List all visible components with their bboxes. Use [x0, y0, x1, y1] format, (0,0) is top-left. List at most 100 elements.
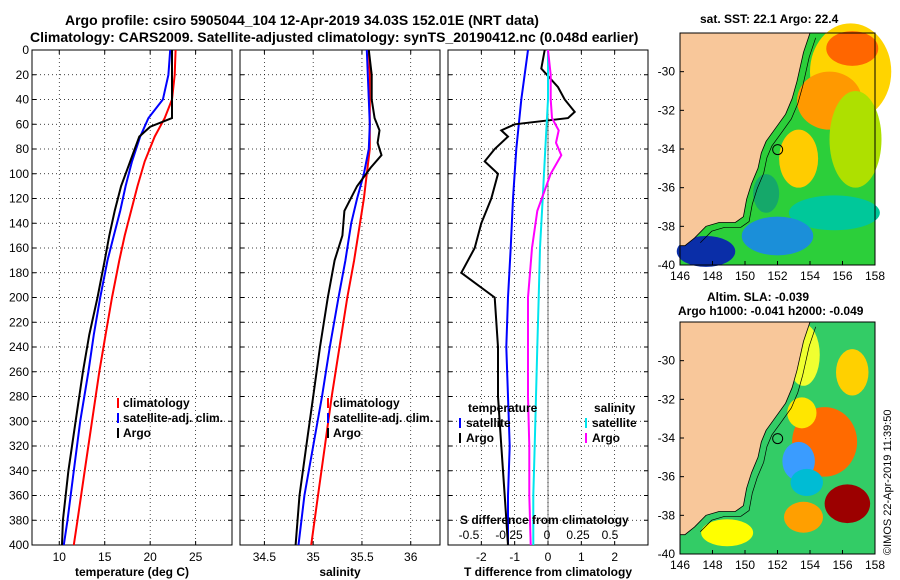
field-patch	[788, 195, 880, 231]
y-tick-label: 340	[9, 464, 29, 478]
y-tick-label: 120	[9, 192, 29, 206]
field-patch	[787, 397, 817, 429]
y-tick-label: 180	[9, 266, 29, 280]
land-mass	[679, 321, 811, 536]
field-patch	[836, 349, 869, 396]
x-axis-label: salinity	[319, 565, 361, 579]
y-tick-label: 140	[9, 216, 29, 230]
y-tick-label: -34	[658, 431, 676, 445]
y-tick-label: 400	[9, 538, 29, 552]
x-tick-label: 154	[800, 558, 820, 572]
top-tick-label: 0.5	[602, 528, 619, 542]
y-tick-label: 320	[9, 439, 29, 453]
shelf-contour	[700, 37, 817, 244]
field-patch	[790, 468, 823, 496]
legend-entry: Argo	[466, 431, 494, 445]
y-tick-label: 220	[9, 315, 29, 329]
series-line-argo	[294, 49, 383, 546]
x-tick-label: 148	[702, 269, 722, 283]
legend-entry: climatology	[123, 396, 190, 410]
y-tick-label: 380	[9, 513, 29, 527]
series-line-argo	[61, 50, 173, 546]
y-tick-label: -32	[658, 392, 676, 406]
x-tick-label: 152	[767, 269, 787, 283]
y-tick-label: 100	[9, 167, 29, 181]
x-axis-label: T difference from climatology	[464, 565, 632, 579]
legend-title-salinity: salinity	[594, 401, 636, 415]
x-tick-label: 158	[865, 558, 885, 572]
y-tick-label: 20	[16, 68, 30, 82]
x-tick-label: 36	[404, 550, 418, 564]
x-tick-label: 1	[578, 550, 585, 564]
top-axis-label: S difference from climatology	[460, 513, 629, 527]
x-tick-label: 34.5	[253, 550, 277, 564]
x-tick-label: 150	[735, 558, 755, 572]
legend-entry: climatology	[333, 396, 400, 410]
legend-title-temperature: temperature	[468, 401, 538, 415]
x-tick-label: 146	[670, 558, 690, 572]
sst-map-title: sat. SST: 22.1 Argo: 22.4	[700, 12, 839, 26]
x-tick-label: 152	[767, 558, 787, 572]
sla-map: 146 148 150 152 154 156 158 -30 -32 -34 -36 -38 -40	[658, 321, 885, 572]
y-tick-label: 360	[9, 489, 29, 503]
y-tick-label: -32	[658, 103, 676, 117]
x-tick-label: -1	[509, 550, 520, 564]
x-tick-label: 2	[611, 550, 618, 564]
x-tick-label: 148	[702, 558, 722, 572]
field-patch	[784, 501, 823, 533]
y-tick-label: 160	[9, 241, 29, 255]
series-line-satellite-adj-clim-	[297, 49, 371, 546]
top-tick-label: -0.5	[459, 528, 480, 542]
series-line-s-satellite	[532, 50, 549, 545]
x-tick-label: 146	[670, 269, 690, 283]
y-tick-label: 240	[9, 340, 29, 354]
x-tick-label: 20	[144, 550, 158, 564]
x-tick-label: 150	[735, 269, 755, 283]
legend-entry: Argo	[592, 431, 620, 445]
series-line-t-satellite	[505, 49, 529, 545]
top-tick-label: 0.25	[566, 528, 590, 542]
y-tick-label: -38	[658, 219, 676, 233]
legend-entry: satellite-adj. clim.	[123, 411, 223, 425]
sla-map-title: Altim. SLA: -0.039	[707, 290, 810, 304]
temperature-profile: 10 15 20 25 0 20 40 60 80 100 120 140 160 180 200 220 24…	[9, 43, 233, 579]
y-tick-label: 40	[16, 93, 30, 107]
x-tick-label: 156	[832, 558, 852, 572]
field-patch	[676, 236, 736, 267]
y-tick-label: -36	[658, 470, 676, 484]
series-line-satellite-adj-clim-	[62, 49, 172, 546]
field-patch	[753, 174, 780, 213]
shelf-contour	[700, 326, 817, 533]
y-tick-label: 300	[9, 414, 29, 428]
x-tick-label: 35	[306, 550, 320, 564]
salinity-profile: 34.5 35 35.5 36 salinity climatologysatellite…	[239, 49, 441, 579]
y-tick-label: -40	[658, 547, 676, 561]
y-tick-label: -36	[658, 181, 676, 195]
y-tick-label: 80	[16, 142, 30, 156]
series-line-s-argo	[527, 49, 563, 546]
legend-entry: satellite-adj. clim.	[333, 411, 433, 425]
land-mass	[679, 32, 811, 247]
top-tick-label: 0	[544, 528, 551, 542]
x-tick-label: -2	[476, 550, 487, 564]
y-tick-label: 260	[9, 365, 29, 379]
sla-map-subtitle: Argo h1000: -0.041 h2000: -0.049	[678, 304, 864, 318]
difference-profile: -2 -1 0 1 2T difference from climatology temp…	[447, 49, 649, 579]
field-patch	[741, 216, 814, 256]
y-tick-label: 0	[22, 43, 29, 57]
y-tick-label: 60	[16, 117, 30, 131]
legend-entry: satellite	[592, 416, 637, 430]
x-tick-label: 25	[189, 550, 203, 564]
y-tick-label: -30	[658, 354, 676, 368]
x-tick-label: 15	[98, 550, 112, 564]
top-tick-label: -0.25	[495, 528, 523, 542]
legend-entry: satellite	[466, 416, 511, 430]
title-line-1: Argo profile: csiro 5905044_104 12-Apr-2…	[65, 12, 539, 28]
x-tick-label: 156	[832, 269, 852, 283]
field-patch	[829, 91, 882, 188]
argo-location-marker	[772, 433, 784, 445]
legend-entry: Argo	[333, 426, 361, 440]
x-tick-label: 158	[865, 269, 885, 283]
sst-map: 146 148 150 152 154 156 158 -30 -32 -34 -36 -38 -40	[658, 23, 892, 283]
